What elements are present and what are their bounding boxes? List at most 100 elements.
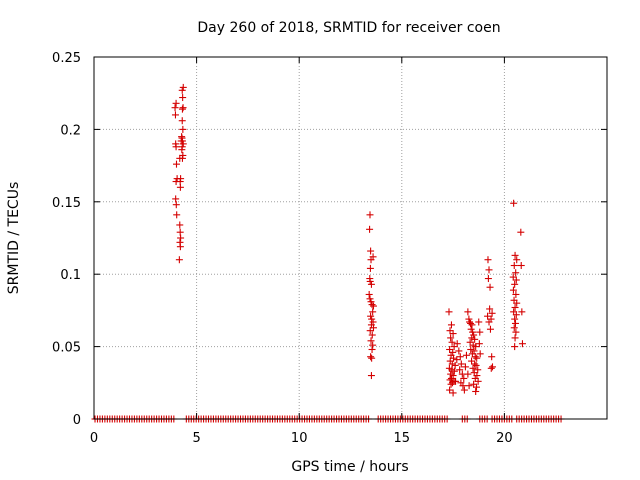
data-point	[474, 366, 482, 374]
data-point	[455, 347, 463, 355]
data-point	[471, 353, 479, 361]
x-tick-label: 10	[291, 431, 308, 446]
data-point	[471, 360, 479, 368]
data-point	[462, 351, 470, 359]
data-point	[473, 372, 481, 380]
data-point	[368, 301, 376, 309]
data-point	[511, 280, 519, 288]
data-point	[509, 273, 517, 281]
data-point	[472, 361, 480, 369]
data-point	[369, 253, 377, 261]
grid	[94, 57, 607, 419]
data-point	[469, 328, 477, 336]
data-point	[366, 295, 374, 303]
data-point	[517, 228, 525, 236]
x-tick-label: 5	[192, 431, 200, 446]
data-point	[367, 298, 375, 306]
data-point	[446, 386, 454, 394]
data-point	[470, 347, 478, 355]
data-point	[453, 340, 461, 348]
chart-title: Day 260 of 2018, SRMTID for receiver coe…	[197, 20, 500, 36]
data-point	[365, 290, 373, 298]
data-point	[485, 266, 493, 274]
data-point	[448, 338, 456, 346]
data-point	[467, 325, 475, 333]
data-point	[446, 345, 454, 353]
data-point	[452, 377, 460, 385]
data-point	[486, 325, 494, 333]
data-point	[178, 86, 186, 94]
data-point	[518, 340, 526, 348]
data-point	[512, 328, 520, 336]
data-point	[176, 221, 184, 229]
data-point	[453, 356, 461, 364]
data-point	[465, 382, 473, 390]
data-point	[457, 360, 465, 368]
data-point	[471, 335, 479, 343]
data-point	[368, 354, 376, 362]
y-tick-label: 0.2	[60, 123, 81, 138]
data-point	[465, 315, 473, 323]
data-point	[368, 345, 376, 353]
data-point	[367, 312, 375, 320]
data-point	[513, 256, 521, 264]
data-point	[450, 367, 458, 375]
data-point	[175, 256, 183, 264]
data-point	[366, 277, 374, 285]
x-tick-label: 15	[394, 431, 411, 446]
data-point	[472, 383, 480, 391]
y-tick-label: 0.1	[60, 268, 81, 283]
data-point	[511, 343, 519, 351]
data-point	[447, 321, 455, 329]
data-point	[468, 357, 476, 365]
y-tick-label: 0	[73, 413, 81, 428]
data-point	[369, 302, 377, 310]
data-point	[456, 366, 464, 374]
data-point	[486, 283, 494, 291]
data-point	[476, 350, 484, 358]
data-point	[510, 262, 518, 270]
data-point	[172, 99, 180, 107]
data-point	[178, 154, 186, 162]
y-tick-label: 0.25	[52, 51, 81, 66]
data-point	[176, 243, 184, 251]
data-point	[172, 143, 180, 151]
data-point	[367, 247, 375, 255]
data-point	[464, 370, 472, 378]
data-point	[179, 83, 187, 91]
data-point	[176, 183, 184, 191]
data-point	[468, 321, 476, 329]
y-tick-label: 0.05	[52, 341, 81, 356]
y-tick-label: 0.15	[52, 196, 81, 211]
data-point	[367, 337, 375, 345]
data-point	[177, 234, 185, 242]
data-point	[460, 386, 468, 394]
data-point	[510, 324, 518, 332]
data-point	[448, 379, 456, 387]
data-point	[367, 372, 375, 380]
data-point	[488, 353, 496, 361]
data-point	[512, 269, 520, 277]
data-point	[511, 304, 519, 312]
data-point	[367, 353, 375, 361]
data-point	[446, 327, 454, 335]
data-point	[449, 330, 457, 338]
data-point	[513, 299, 521, 307]
data-point	[512, 311, 520, 319]
plot-frame	[93, 56, 608, 420]
data-point	[484, 312, 492, 320]
data-point	[484, 275, 492, 283]
x-axis-label: GPS time / hours	[291, 459, 408, 475]
axis-ticks: 0 5 10 15 20 0 0.05 0.1 0.15 0.2 0.25	[52, 51, 607, 446]
data-point	[179, 94, 187, 102]
data-point	[511, 319, 519, 327]
data-point	[172, 195, 180, 203]
data-point	[366, 327, 374, 335]
data-point	[179, 125, 187, 133]
data-point	[461, 363, 469, 371]
data-point	[517, 262, 525, 270]
data-point	[475, 340, 483, 348]
data-point	[472, 343, 480, 351]
data-point	[474, 377, 482, 385]
